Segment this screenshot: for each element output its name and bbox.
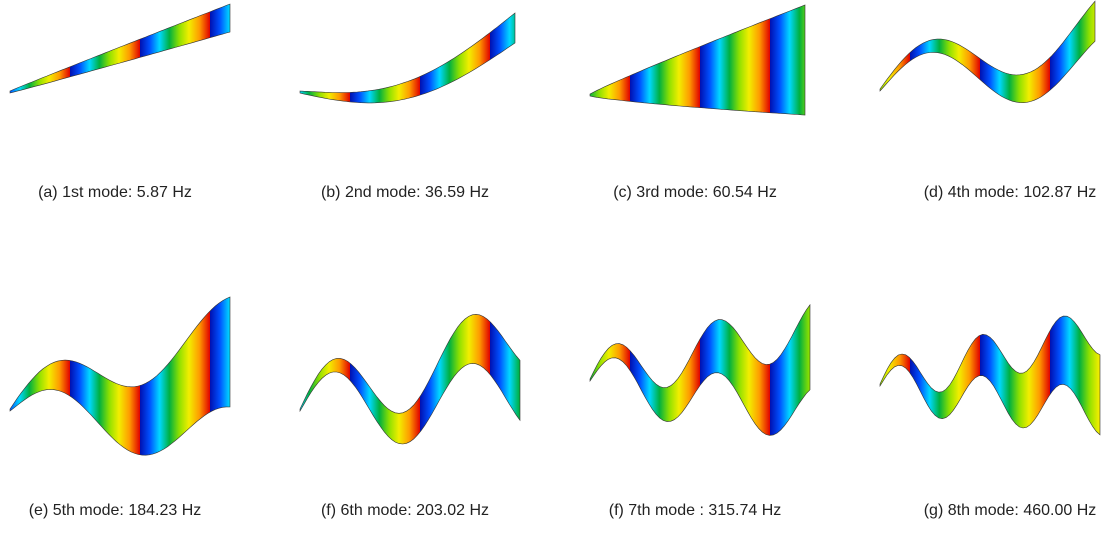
mode-shape [300,314,520,444]
caption: (e) 5th mode: 184.23 Hz [29,502,202,519]
caption: (g) 8th mode: 460.00 Hz [924,502,1097,519]
mode-shape [590,5,805,115]
caption: (f) 6th mode: 203.02 Hz [321,502,489,519]
mode-panel: (a) 1st mode: 5.87 Hz [10,4,230,201]
mode-panel: (e) 5th mode: 184.23 Hz [10,297,230,519]
mode-panel: (c) 3rd mode: 60.54 Hz [590,5,805,201]
caption: (d) 4th mode: 102.87 Hz [924,184,1097,201]
mode-shape [10,297,230,455]
mode-panel: (f) 7th mode : 315.74 Hz [590,305,810,519]
mode-shape [880,316,1100,435]
mode-panel: (b) 2nd mode: 36.59 Hz [300,13,515,201]
caption: (f) 7th mode : 315.74 Hz [609,502,782,519]
mode-panel: (f) 6th mode: 203.02 Hz [300,314,520,519]
mode-shape [300,13,515,103]
mode-panel: (g) 8th mode: 460.00 Hz [880,316,1100,519]
caption: (c) 3rd mode: 60.54 Hz [613,184,777,201]
mode-shape [590,305,810,436]
mode-shape [10,4,230,93]
mode-panel: (d) 4th mode: 102.87 Hz [880,1,1096,201]
caption: (a) 1st mode: 5.87 Hz [38,184,192,201]
figure: (a) 1st mode: 5.87 Hz (b) 2nd mode: 36.59… [0,0,1119,536]
mode-shape [880,1,1095,103]
caption: (b) 2nd mode: 36.59 Hz [321,184,489,201]
